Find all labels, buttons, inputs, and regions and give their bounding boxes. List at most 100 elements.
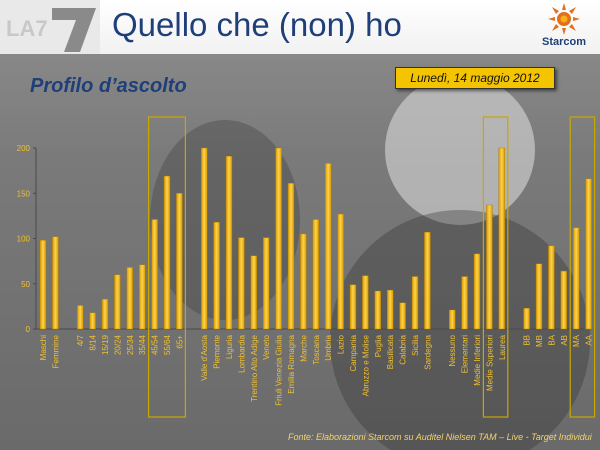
x-tick-label: Maschi (39, 335, 48, 361)
bar (473, 253, 481, 330)
bar (523, 307, 530, 330)
y-tick-label: 50 (21, 280, 30, 289)
x-tick-label: Trentino Alto Adige (250, 334, 259, 401)
x-tick-label: 25/34 (126, 334, 135, 355)
highlight-box (482, 116, 509, 418)
bar (424, 231, 431, 330)
x-tick-label: Piemonte (213, 334, 222, 368)
bar (89, 312, 96, 330)
bar (325, 163, 332, 330)
bar (151, 219, 158, 330)
x-tick-label: Liguria (225, 334, 234, 359)
highlight-box (148, 116, 187, 418)
x-tick-label: Nessuno (448, 334, 457, 366)
x-tick-label: Medie Superiori (485, 335, 494, 391)
x-tick-label: 8/14 (89, 334, 98, 350)
x-tick-label: AB (560, 335, 569, 346)
x-tick-label: 55/64 (163, 334, 172, 355)
x-tick-label: MB (535, 335, 544, 347)
x-tick-label: Marche (299, 334, 308, 361)
bar (573, 227, 580, 330)
bar (263, 237, 270, 330)
bar (238, 237, 245, 330)
bar (138, 264, 146, 330)
bar (163, 175, 171, 330)
bar (275, 147, 282, 330)
starcom-logo-text: Starcom (541, 36, 587, 48)
page-title: Quello che (non) ho (112, 6, 402, 43)
x-tick-label: Toscana (312, 334, 321, 364)
bar (300, 233, 307, 330)
x-tick-label: 65+ (175, 335, 184, 349)
y-tick-label: 0 (26, 325, 31, 334)
la7-logo: LA7 (0, 0, 100, 54)
bar (126, 267, 134, 330)
x-tick-label: 45/54 (151, 334, 160, 355)
bar (548, 245, 555, 330)
bar (560, 270, 567, 330)
x-tick-label: Emilia Romagna (287, 334, 296, 393)
x-tick-label: BB (523, 335, 532, 346)
bar (498, 147, 505, 330)
background-figure-left (150, 120, 300, 320)
x-tick-label: Veneto (262, 334, 271, 359)
la7-logo-text: LA7 (6, 16, 48, 41)
x-tick-label: Puglia (374, 334, 383, 357)
highlight-box (569, 116, 596, 418)
x-tick-label: 15/19 (101, 334, 110, 355)
bar (101, 298, 109, 330)
x-tick-label: Umbria (324, 334, 333, 360)
x-tick-label: Elementari (461, 335, 470, 373)
x-tick-label: Femmine (51, 334, 60, 368)
bar (349, 284, 357, 330)
x-tick-label: Sardegna (423, 334, 432, 369)
x-tick-label: Campania (349, 334, 358, 371)
x-tick-label: BA (547, 334, 556, 345)
bar (287, 183, 295, 330)
y-tick-label: 100 (17, 235, 31, 244)
x-tick-label: 4/7 (76, 334, 85, 346)
x-tick-label: 20/24 (113, 334, 122, 355)
bar (461, 276, 468, 330)
y-tick-label: 200 (17, 144, 31, 153)
y-tick-label: 150 (17, 189, 31, 198)
bar (449, 309, 456, 330)
x-tick-label: MA (572, 334, 581, 347)
x-tick-label: 35/44 (138, 334, 147, 355)
bar (411, 276, 419, 330)
header-bar: LA7 Quello che (non) ho (0, 0, 600, 54)
date-badge: Lunedì, 14 maggio 2012 (395, 67, 555, 89)
background-figure-right-body (330, 210, 590, 450)
x-tick-label: Medie Inferiori (473, 335, 482, 386)
x-tick-label: Calabria (399, 334, 408, 364)
x-tick-label: Lombardia (237, 334, 246, 372)
bar (374, 290, 381, 330)
x-tick-label: Laurea (498, 334, 507, 359)
starcom-sun-icon (548, 3, 580, 35)
x-tick-label: Friuli Venezia Giulia (275, 334, 284, 405)
x-tick-label: Basilicata (386, 334, 395, 369)
bar (52, 236, 59, 330)
section-subtitle: Profilo d’ascolto (30, 75, 187, 97)
x-tick-label: Sicilia (411, 334, 420, 355)
bar (585, 178, 592, 330)
bar (200, 147, 208, 330)
bar (225, 155, 233, 330)
x-tick-label: Abruzzo e Molise (361, 334, 370, 396)
bar (39, 240, 47, 330)
bar (486, 204, 493, 330)
bar (399, 302, 406, 330)
x-tick-label: Valle d'Aosta (200, 334, 209, 380)
bar (114, 274, 121, 330)
bar (387, 289, 394, 330)
x-tick-label: Lazio (337, 334, 346, 354)
bar (213, 222, 220, 330)
bar (535, 263, 543, 330)
bar (312, 219, 319, 330)
x-tick-label: AA (585, 334, 594, 345)
source-note: Fonte: Elaborazioni Starcom su Auditel N… (288, 432, 592, 442)
bar-chart: 0 50 100 150 200 Maschi Femmine 4/7 8/14 15/19 20/… (17, 116, 596, 418)
bar (176, 193, 183, 330)
bar (362, 275, 369, 330)
